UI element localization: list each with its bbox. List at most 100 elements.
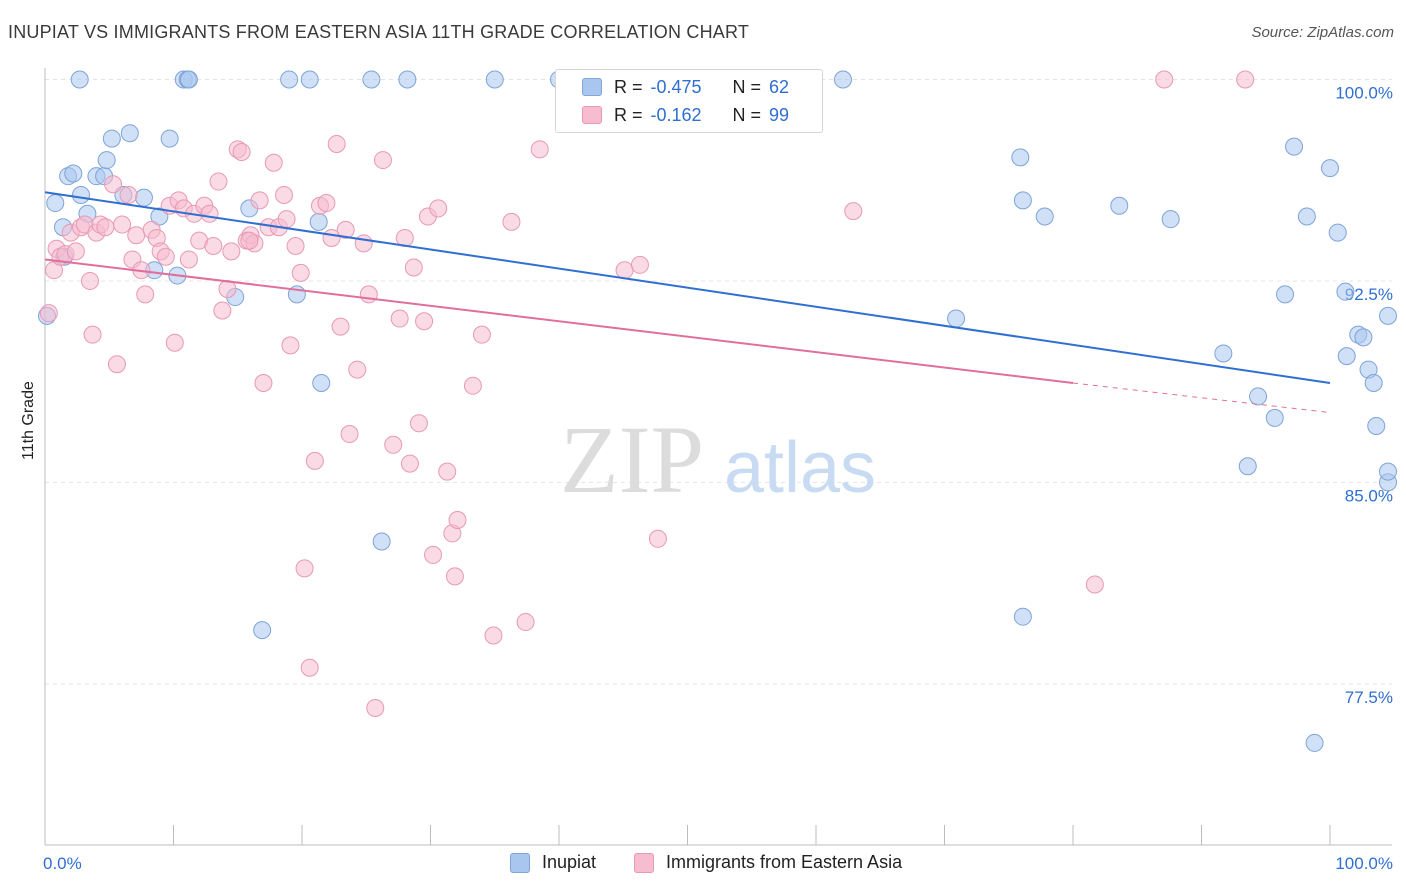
- inupiat-point: [1011, 148, 1030, 167]
- eastern-asia-trend-line: [44, 258, 1074, 384]
- inupiat-point: [1013, 191, 1032, 210]
- legend-swatch-eastern-asia: [634, 852, 654, 873]
- eastern-asia-point: [250, 191, 269, 210]
- inupiat-point: [134, 188, 153, 207]
- y-tick-label: 85.0%: [1345, 486, 1393, 505]
- eastern-asia-point: [348, 360, 367, 379]
- legend-label-eastern-asia: Immigrants from Eastern Asia: [666, 852, 903, 872]
- inupiat-point: [120, 124, 139, 143]
- inupiat-point: [1214, 344, 1233, 363]
- inupiat-point: [1013, 607, 1032, 626]
- eastern-asia-point: [502, 212, 521, 231]
- legend-n-value: 99: [769, 104, 790, 125]
- eastern-asia-point: [291, 263, 310, 282]
- eastern-asia-point: [463, 376, 482, 395]
- legend-row-eastern-asia: R = -0.162 N = 99: [556, 101, 789, 129]
- inupiat-trend-line: [44, 191, 1331, 384]
- source-label: Source: ZipAtlas.com: [1251, 24, 1394, 41]
- trend-lines: [44, 191, 1331, 414]
- inupiat-point: [1110, 196, 1129, 215]
- inupiat-point: [70, 70, 89, 89]
- eastern-asia-point: [1236, 70, 1255, 89]
- inupiat-point: [179, 70, 198, 89]
- eastern-asia-point: [415, 312, 434, 331]
- eastern-asia-point: [390, 309, 409, 328]
- legend-n-label: N =: [732, 76, 762, 97]
- eastern-asia-point: [448, 510, 467, 529]
- inupiat-point: [1328, 223, 1347, 242]
- legend-swatch-inupiat: [510, 852, 530, 873]
- eastern-asia-point: [384, 435, 403, 454]
- eastern-asia-point: [286, 237, 305, 256]
- eastern-asia-point: [445, 567, 464, 586]
- eastern-asia-point: [648, 529, 667, 548]
- eastern-asia-point: [254, 374, 273, 393]
- eastern-asia-point: [39, 304, 58, 323]
- inupiat-point: [398, 70, 417, 89]
- eastern-asia-point: [844, 202, 863, 221]
- eastern-asia-point: [295, 559, 314, 578]
- stats-legend: R = -0.475 N = 62 R = -0.162 N = 99: [555, 69, 823, 133]
- legend-item-inupiat: Inupiat: [510, 852, 596, 873]
- x-tick-label: 0.0%: [43, 854, 82, 873]
- inupiat-point: [46, 194, 65, 213]
- inupiat-point: [1276, 285, 1295, 304]
- eastern-asia-point: [264, 153, 283, 172]
- inupiat-point: [1379, 462, 1397, 481]
- legend-label-inupiat: Inupiat: [542, 852, 597, 872]
- inupiat-point: [1285, 137, 1304, 156]
- legend-swatch-inupiat: [582, 78, 602, 96]
- eastern-asia-point: [1085, 575, 1104, 594]
- y-tick-label: 100.0%: [1335, 83, 1393, 102]
- inupiat-point: [1379, 306, 1397, 325]
- inupiat-point: [300, 70, 319, 89]
- eastern-asia-point: [317, 194, 336, 213]
- x-tick-label: 100.0%: [1335, 854, 1393, 873]
- eastern-asia-point: [113, 215, 132, 234]
- y-tick-labels: 100.0% 92.5% 85.0% 77.5%: [1335, 83, 1393, 706]
- eastern-asia-point: [404, 258, 423, 277]
- inupiat-point: [1238, 457, 1257, 476]
- eastern-asia-point: [240, 231, 259, 250]
- legend-r-label: R =: [614, 76, 643, 97]
- y-tick-label: 77.5%: [1345, 688, 1393, 707]
- legend-r-label: R =: [614, 104, 643, 125]
- inupiat-point: [362, 70, 381, 89]
- series-inupiat-points: [38, 70, 1397, 752]
- inupiat-point: [1265, 408, 1284, 427]
- eastern-asia-point: [80, 271, 99, 290]
- eastern-asia-trend-extension: [1072, 382, 1331, 414]
- axes: [44, 68, 1392, 846]
- eastern-asia-point: [119, 185, 138, 204]
- eastern-asia-point: [630, 255, 649, 274]
- eastern-asia-point: [340, 425, 359, 444]
- inupiat-point: [1249, 387, 1268, 406]
- eastern-asia-point: [305, 451, 324, 470]
- inupiat-point: [160, 129, 179, 148]
- y-tick-label: 92.5%: [1345, 285, 1393, 304]
- watermark-atlas: atlas: [724, 428, 876, 508]
- inupiat-point: [1305, 733, 1324, 752]
- eastern-asia-point: [336, 220, 355, 239]
- inupiat-point: [833, 70, 852, 89]
- eastern-asia-point: [83, 325, 102, 344]
- eastern-asia-point: [484, 626, 503, 645]
- eastern-asia-point: [277, 210, 296, 229]
- eastern-asia-point: [400, 454, 419, 473]
- eastern-asia-point: [156, 247, 175, 266]
- inupiat-point: [97, 151, 116, 170]
- inupiat-point: [1297, 207, 1316, 226]
- inupiat-point: [1364, 374, 1383, 393]
- inupiat-point: [1367, 416, 1386, 435]
- series-legend: Inupiat Immigrants from Eastern Asia: [0, 852, 1406, 878]
- eastern-asia-point: [354, 234, 373, 253]
- legend-r-value: -0.475: [650, 76, 702, 97]
- eastern-asia-point: [530, 140, 549, 159]
- eastern-asia-point: [213, 301, 232, 320]
- inupiat-point: [1321, 159, 1339, 178]
- eastern-asia-point: [66, 242, 85, 261]
- legend-row-inupiat: R = -0.475 N = 62: [556, 73, 789, 101]
- eastern-asia-point: [373, 151, 392, 170]
- eastern-asia-point: [104, 175, 123, 194]
